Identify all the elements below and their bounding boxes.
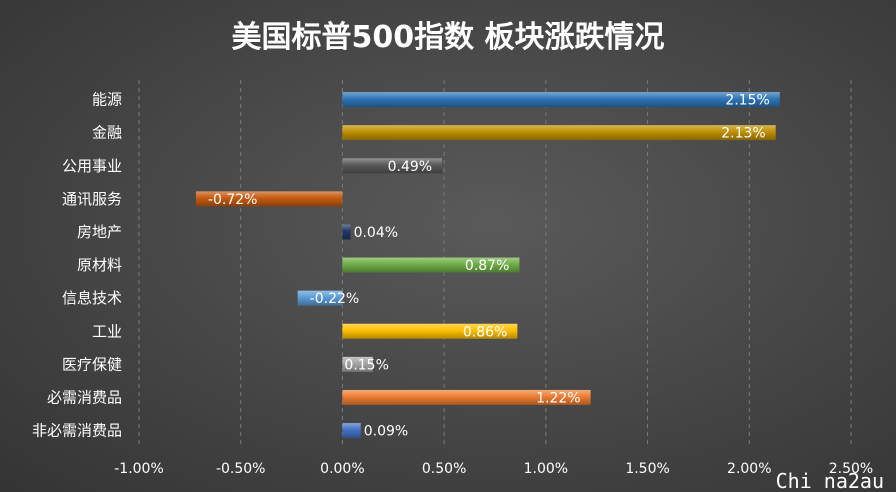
data-labels: 2.15% 2.13% 0.49% -0.72% 0.04% 0.87% -0.22% 0.8… <box>208 93 770 440</box>
bar-5 <box>342 257 520 273</box>
bar-8 <box>342 356 373 372</box>
bar-6 <box>297 290 343 306</box>
category-label-2: 公用事业 <box>62 157 122 175</box>
bar-0 <box>342 92 780 108</box>
gridlines <box>138 80 852 445</box>
category-label-8: 医疗保健 <box>62 355 122 373</box>
watermark-text: Chi na2au <box>776 469 884 492</box>
bars <box>195 92 780 439</box>
x-tick-label-2: 0.00% <box>320 461 364 477</box>
x-tick-label-7: 2.50% <box>829 461 873 477</box>
x-axis-tick-labels: -1.00% -0.50% 0.00% 0.50% 1.00% 1.50% 2.00% 2.5… <box>114 461 873 477</box>
category-label-4: 房地产 <box>77 223 122 241</box>
data-label-5: 0.87% <box>465 258 509 274</box>
category-label-3: 通讯服务 <box>62 190 122 208</box>
data-label-0: 2.15% <box>725 93 769 109</box>
x-tick-label-6: 2.00% <box>727 461 771 477</box>
bar-10 <box>342 423 361 439</box>
bar-7 <box>342 323 518 339</box>
category-label-1: 金融 <box>92 124 122 142</box>
data-label-9: 1.22% <box>536 390 580 406</box>
bar-1 <box>342 125 776 141</box>
category-label-7: 工业 <box>92 322 122 340</box>
data-label-6: -0.22% <box>310 291 360 307</box>
bar-3 <box>195 191 343 207</box>
data-label-3: -0.72% <box>208 192 258 208</box>
data-label-10: 0.09% <box>364 424 408 440</box>
bar-4 <box>342 224 351 240</box>
category-label-0: 能源 <box>92 91 122 109</box>
category-label-10: 非必需消费品 <box>32 422 122 440</box>
data-label-1: 2.13% <box>721 126 765 142</box>
data-label-8: 0.15% <box>344 357 388 373</box>
chart-title: 美国标普500指数 板块涨跌情况 <box>231 20 664 55</box>
x-tick-label-5: 1.50% <box>625 461 669 477</box>
bar-2 <box>342 158 443 174</box>
x-tick-label-1: -0.50% <box>216 461 266 477</box>
category-label-6: 信息技术 <box>62 289 122 307</box>
data-label-4: 0.04% <box>354 225 398 241</box>
category-label-5: 原材料 <box>77 256 122 274</box>
data-label-7: 0.86% <box>463 324 507 340</box>
bar-9 <box>342 389 591 405</box>
data-label-2: 0.49% <box>388 159 432 175</box>
x-tick-label-0: -1.00% <box>114 461 164 477</box>
x-tick-label-3: 0.50% <box>422 461 466 477</box>
category-label-9: 必需消费品 <box>47 388 122 406</box>
x-tick-label-4: 1.00% <box>524 461 568 477</box>
